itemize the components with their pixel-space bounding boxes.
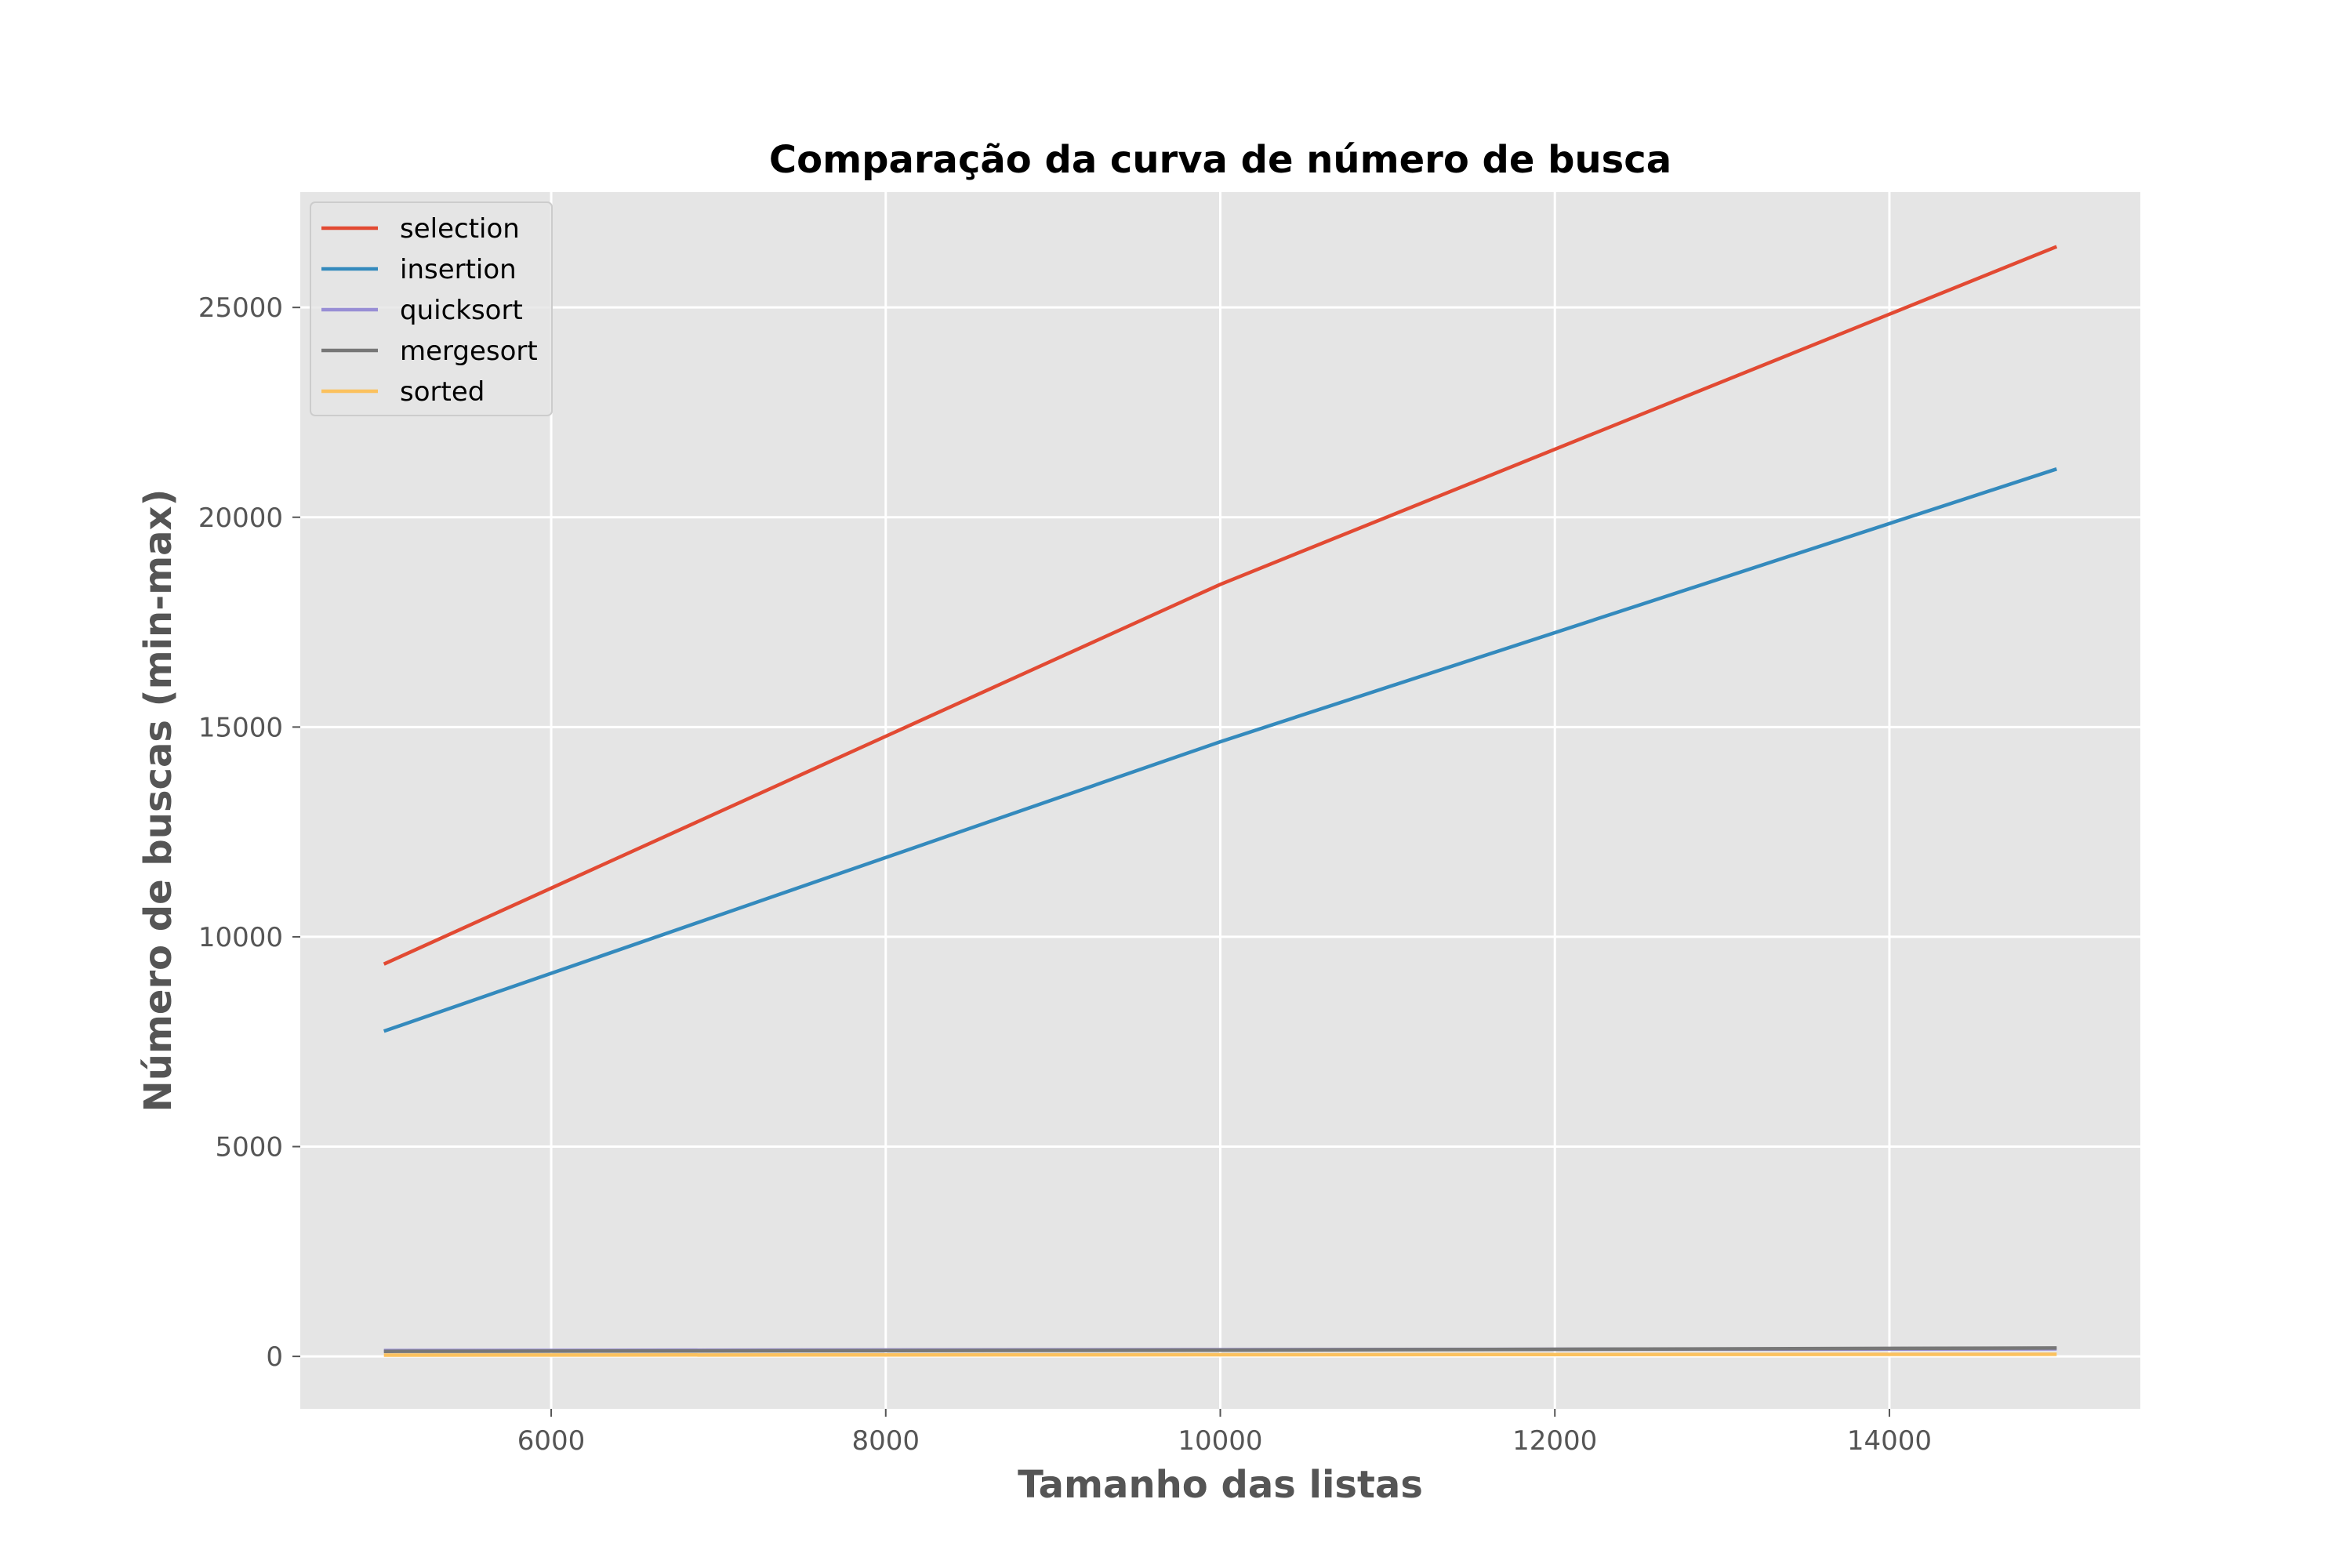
series-line-mergesort [383, 1346, 2057, 1353]
legend-label: mergesort [400, 336, 538, 367]
legend-label: sorted [400, 376, 485, 408]
x-axis-ticks: 6000 8000 10000 12000 14000 [517, 1409, 1932, 1457]
y-tick-label: 0 [266, 1341, 283, 1373]
x-tick-label: 12000 [1512, 1425, 1597, 1457]
legend-label: selection [400, 213, 520, 245]
series-line-selection [383, 245, 2058, 966]
y-tick-label: 25000 [198, 292, 283, 324]
series-line-sorted [383, 1352, 2057, 1357]
chart-title: Comparação da curva de número de busca [769, 138, 1671, 182]
legend: selection insertion quicksort mergesort sort… [310, 201, 553, 416]
y-tick-label: 10000 [198, 922, 283, 953]
y-axis-label: Número de buscas (min-max) [136, 489, 180, 1112]
y-tick-label: 20000 [198, 503, 283, 534]
series-line-insertion [383, 467, 2057, 1033]
legend-label: insertion [400, 254, 517, 285]
x-tick-label: 14000 [1847, 1425, 1932, 1457]
y-tick-label: 5000 [215, 1132, 283, 1163]
x-tick-label: 10000 [1178, 1425, 1262, 1457]
y-axis-ticks: 0 5000 10000 15000 20000 25000 [198, 292, 300, 1373]
grid [300, 192, 2140, 1409]
x-axis-label: Tamanho das listas [1018, 1463, 1423, 1507]
x-tick-label: 8000 [852, 1425, 920, 1457]
x-tick-label: 6000 [517, 1425, 586, 1457]
series-layer [383, 245, 2058, 1357]
y-tick-label: 15000 [198, 712, 283, 743]
legend-frame [310, 201, 553, 416]
legend-label: quicksort [400, 295, 523, 326]
